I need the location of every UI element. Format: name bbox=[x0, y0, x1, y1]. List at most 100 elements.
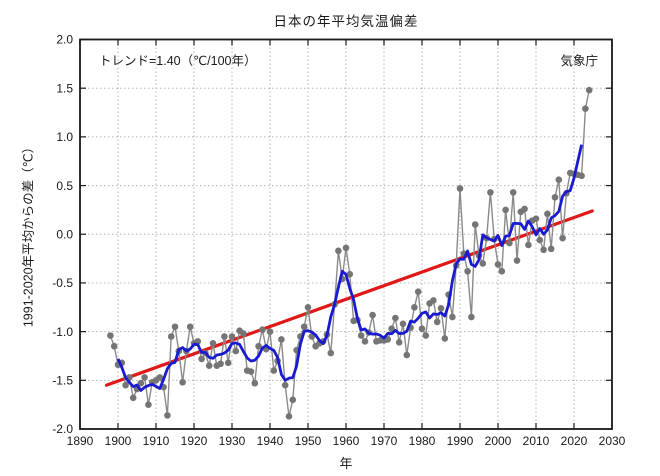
data-point bbox=[122, 381, 129, 389]
x-tick-label: 1960 bbox=[333, 434, 360, 448]
data-point bbox=[418, 325, 426, 333]
data-point bbox=[555, 176, 563, 184]
data-point bbox=[582, 105, 589, 112]
data-point bbox=[289, 396, 297, 404]
data-point bbox=[403, 351, 411, 359]
data-point bbox=[471, 221, 479, 228]
data-point bbox=[494, 261, 502, 268]
data-point bbox=[205, 362, 213, 370]
data-point bbox=[198, 355, 205, 363]
x-tick-label: 1910 bbox=[143, 434, 170, 448]
data-point bbox=[221, 333, 228, 340]
y-tick-label: 1.5 bbox=[56, 81, 73, 95]
data-point bbox=[285, 413, 293, 420]
x-tick-label: 2020 bbox=[561, 434, 588, 448]
data-point bbox=[186, 323, 194, 331]
data-point bbox=[129, 394, 137, 402]
data-point bbox=[164, 412, 171, 419]
data-point bbox=[468, 313, 475, 321]
data-point bbox=[437, 304, 445, 312]
x-tick-label: 1980 bbox=[409, 434, 436, 448]
x-tick-label: 1970 bbox=[371, 434, 398, 448]
data-point bbox=[304, 303, 312, 311]
x-tick-label: 1900 bbox=[105, 434, 132, 448]
data-point bbox=[342, 244, 350, 252]
data-point bbox=[240, 330, 247, 337]
plot-border bbox=[79, 38, 613, 430]
data-point bbox=[259, 326, 266, 333]
data-point bbox=[247, 368, 255, 375]
data-point bbox=[137, 379, 145, 387]
data-point bbox=[266, 328, 274, 335]
chart-title: 日本の年平均気温偏差 bbox=[273, 14, 419, 29]
data-point bbox=[361, 338, 369, 345]
x-tick-label: 1990 bbox=[447, 434, 474, 448]
data-point bbox=[422, 332, 430, 339]
data-point bbox=[228, 333, 236, 340]
moving-average-line bbox=[116, 144, 583, 392]
y-tick-label: -1.0 bbox=[52, 325, 73, 339]
data-point bbox=[281, 381, 289, 389]
data-point bbox=[194, 338, 202, 345]
data-point bbox=[357, 332, 365, 339]
y-tick-label: 0.0 bbox=[56, 227, 73, 241]
data-point bbox=[232, 347, 240, 355]
data-point bbox=[141, 374, 148, 381]
x-tick-label: 2000 bbox=[485, 434, 512, 448]
data-point bbox=[456, 185, 464, 192]
data-point bbox=[399, 320, 407, 328]
y-tick-label: -0.5 bbox=[52, 276, 73, 290]
data-point bbox=[107, 332, 114, 339]
data-point bbox=[547, 245, 555, 253]
data-point bbox=[559, 234, 566, 242]
data-point bbox=[506, 239, 513, 247]
data-point bbox=[479, 260, 487, 267]
data-point bbox=[255, 342, 262, 350]
trend-line bbox=[104, 209, 594, 387]
data-point bbox=[449, 313, 456, 321]
data-point bbox=[411, 303, 418, 311]
data-point bbox=[532, 215, 540, 222]
data-point bbox=[487, 189, 494, 196]
data-point bbox=[536, 236, 544, 244]
data-point bbox=[335, 247, 342, 255]
data-point bbox=[414, 288, 422, 296]
data-point bbox=[441, 335, 449, 342]
data-point bbox=[392, 314, 399, 322]
data-point bbox=[521, 205, 528, 213]
x-tick-label: 1930 bbox=[219, 434, 246, 448]
data-point bbox=[540, 246, 547, 254]
data-point bbox=[179, 378, 186, 386]
data-point bbox=[578, 172, 585, 180]
data-point bbox=[327, 349, 335, 357]
y-tick-label: -1.5 bbox=[52, 374, 73, 388]
x-tick-label: 1940 bbox=[257, 434, 284, 448]
data-point bbox=[171, 323, 179, 331]
data-point bbox=[278, 336, 285, 343]
x-tick-label: 2010 bbox=[523, 434, 550, 448]
data-point bbox=[430, 297, 437, 304]
data-point bbox=[300, 323, 308, 331]
data-point bbox=[145, 401, 152, 408]
data-point bbox=[217, 360, 224, 368]
data-point bbox=[369, 311, 376, 319]
data-point bbox=[156, 374, 164, 381]
data-point bbox=[525, 241, 532, 249]
trend-annotation: トレンド=1.40（℃/100年） bbox=[99, 54, 257, 68]
data-point bbox=[498, 267, 506, 275]
data-point bbox=[433, 318, 441, 326]
y-tick-label: 2.0 bbox=[56, 33, 73, 47]
x-axis-title: 年 bbox=[339, 456, 353, 471]
annual-series-line bbox=[109, 89, 590, 418]
data-point bbox=[464, 267, 471, 275]
data-point bbox=[551, 193, 559, 201]
data-point bbox=[110, 342, 118, 350]
x-tick-label: 1890 bbox=[67, 434, 94, 448]
data-point bbox=[251, 379, 259, 387]
x-tick-label: 1920 bbox=[181, 434, 208, 448]
y-tick-label: -2.0 bbox=[52, 422, 73, 436]
data-point bbox=[270, 367, 278, 374]
data-point bbox=[585, 86, 593, 94]
